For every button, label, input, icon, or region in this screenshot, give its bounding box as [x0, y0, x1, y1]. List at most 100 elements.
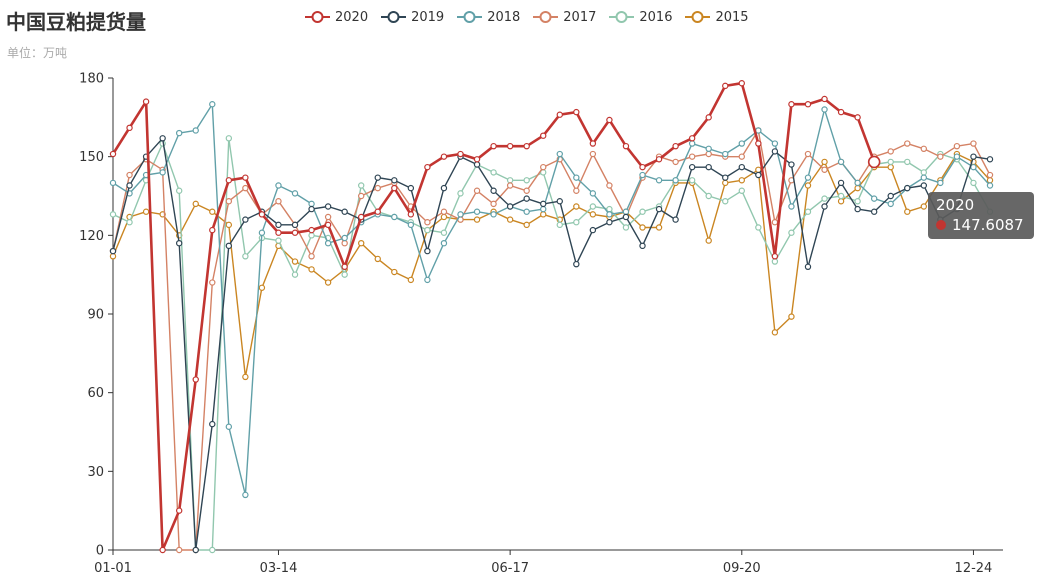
legend-line-circle-icon	[457, 11, 483, 23]
data-point-2016	[589, 203, 597, 210]
data-point-2016	[573, 219, 580, 226]
data-point-2019	[424, 247, 431, 255]
data-point-2018	[225, 423, 233, 430]
data-point-2016	[970, 179, 977, 187]
data-point-2015	[506, 216, 514, 223]
chart-legend: 2020 2019 2018 2017 2016 2015	[305, 7, 749, 27]
data-point-2016	[225, 135, 233, 142]
data-point-2015	[920, 203, 928, 210]
data-point-2020	[573, 108, 580, 116]
data-point-2017	[523, 187, 530, 194]
data-point-2020	[242, 174, 249, 181]
data-point-2019	[391, 177, 398, 184]
data-point-2020	[126, 124, 133, 132]
data-point-2019	[970, 153, 977, 160]
data-point-2017	[672, 158, 679, 166]
data-point-2018	[589, 190, 597, 197]
data-point-2019	[159, 135, 166, 142]
data-point-2018	[556, 150, 563, 158]
data-point-2020	[341, 263, 348, 270]
data-point-2015	[788, 313, 795, 320]
series-line-2020	[111, 81, 876, 552]
data-point-2020	[788, 101, 795, 108]
data-point-2017	[887, 148, 894, 155]
x-tick-label: 09-20	[723, 561, 761, 576]
data-point-2016	[506, 177, 514, 184]
data-point-2017	[540, 163, 547, 171]
legend-item-2015[interactable]: 2015	[685, 7, 749, 27]
data-point-2018	[159, 169, 166, 176]
data-point-2019	[209, 420, 216, 428]
data-point-2020	[688, 135, 696, 142]
data-point-2016	[788, 229, 795, 236]
series-line-2015	[112, 153, 991, 378]
data-point-2015	[573, 203, 580, 210]
data-point-2017	[341, 239, 348, 247]
data-point-2016	[291, 271, 299, 278]
data-point-2018	[324, 239, 332, 247]
data-point-2020	[639, 163, 646, 171]
legend-label: 2020	[335, 9, 369, 25]
data-point-2015	[821, 158, 828, 166]
data-point-2018	[937, 179, 944, 187]
data-point-2019	[473, 161, 481, 168]
legend-item-2020[interactable]: 2020	[305, 7, 368, 27]
data-point-2016	[424, 226, 431, 234]
legend-item-2016[interactable]: 2016	[609, 7, 672, 27]
highlighted-data-point	[867, 155, 881, 169]
data-point-2016	[242, 253, 249, 260]
data-point-2020	[291, 229, 299, 236]
data-point-2017	[804, 150, 812, 158]
data-point-2016	[606, 205, 613, 213]
data-point-2018	[920, 174, 928, 181]
data-point-2016	[275, 237, 282, 244]
data-point-2016	[887, 158, 894, 166]
legend-item-2018[interactable]: 2018	[457, 7, 520, 27]
data-point-2017	[589, 150, 597, 158]
data-point-2019	[225, 242, 233, 250]
data-point-2019	[126, 182, 133, 189]
data-point-2018	[722, 150, 729, 158]
data-point-2018	[639, 171, 646, 179]
data-point-2020	[308, 226, 315, 234]
data-point-2015	[374, 255, 381, 263]
data-point-2017	[126, 171, 133, 179]
data-point-2019	[920, 182, 928, 189]
data-point-2018	[804, 174, 812, 181]
data-point-2018	[258, 229, 266, 236]
data-point-2020	[374, 208, 381, 215]
data-point-2018	[738, 140, 745, 147]
chart-tooltip: 2020 147.6087	[928, 192, 1034, 239]
data-point-2019	[242, 216, 249, 223]
data-point-2020	[209, 226, 216, 234]
legend-item-2017[interactable]: 2017	[533, 7, 596, 27]
data-point-2020	[506, 142, 514, 150]
data-point-2018	[771, 140, 779, 147]
data-point-2018	[407, 221, 415, 229]
data-point-2018	[109, 179, 117, 187]
data-point-2017	[953, 142, 961, 150]
data-point-2020	[358, 213, 365, 221]
data-point-2018	[672, 177, 679, 184]
data-point-2019	[192, 546, 199, 554]
data-point-2017	[705, 150, 712, 158]
data-point-2019	[589, 226, 597, 234]
data-point-2020	[606, 116, 613, 124]
data-point-2015	[738, 177, 745, 184]
data-point-2020	[490, 142, 497, 150]
data-point-2020	[589, 140, 597, 147]
legend-item-2019[interactable]: 2019	[381, 7, 444, 27]
data-point-2020	[755, 140, 762, 147]
data-point-2018	[606, 211, 613, 218]
legend-line-circle-icon	[381, 11, 407, 23]
data-point-2020	[622, 142, 630, 150]
data-point-2017	[688, 153, 696, 160]
data-point-2017	[275, 198, 282, 205]
y-tick-label: 60	[87, 386, 104, 401]
data-point-2017	[324, 213, 332, 221]
data-point-2015	[904, 208, 911, 215]
tooltip-value-row: 147.6087	[936, 216, 1026, 234]
data-point-2019	[324, 203, 332, 210]
data-point-2020	[391, 184, 398, 192]
data-point-2015	[804, 182, 812, 189]
